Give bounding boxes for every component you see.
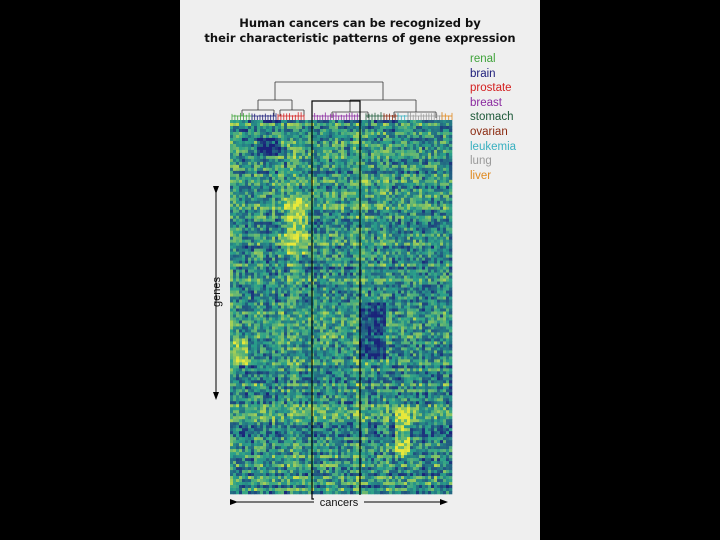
legend-item-liver: liver: [470, 169, 492, 182]
cancers-label-bg: [314, 495, 364, 509]
legend-item-stomach: stomach: [470, 111, 514, 124]
legend-item-prostate: prostate: [470, 82, 512, 95]
legend-item-ovarian: ovarian: [470, 125, 508, 138]
dendrogram: [231, 81, 453, 120]
legend-item-breast: breast: [470, 96, 502, 109]
expression-heatmap: [230, 120, 453, 495]
slide: Human cancers can be recognized by their…: [180, 0, 540, 540]
heatmap-figure: genes cancers: [211, 81, 453, 509]
legend-item-leukemia: leukemia: [470, 140, 517, 153]
slide-title: Human cancers can be recognized by their…: [180, 16, 540, 46]
cancers-label: cancers: [320, 497, 359, 509]
title-line-1: Human cancers can be recognized by: [239, 16, 481, 30]
legend-item-lung: lung: [470, 155, 492, 168]
legend: renal brain prostate breast stomach ovarian le…: [470, 52, 516, 183]
title-line-2: their characteristic patterns of gene ex…: [204, 31, 516, 45]
legend-item-brain: brain: [470, 67, 496, 80]
genes-label: genes: [211, 277, 223, 307]
legend-item-renal: renal: [470, 53, 496, 65]
